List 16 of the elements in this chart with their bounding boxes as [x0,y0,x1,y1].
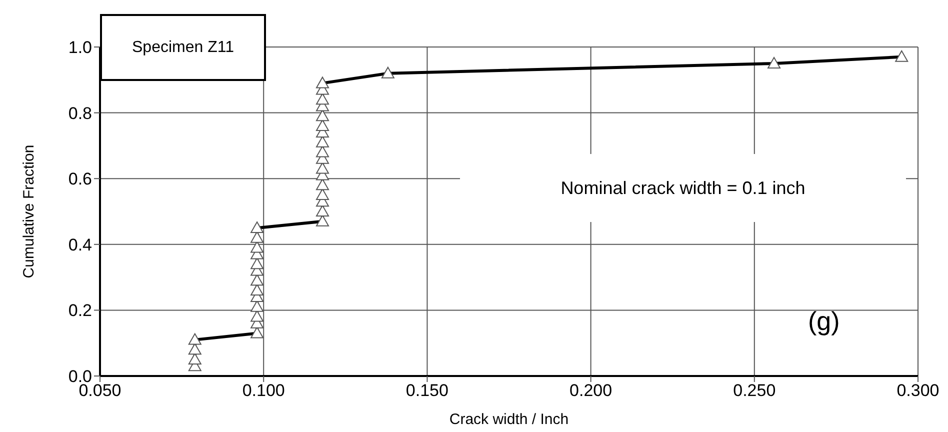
annotation: (g) [808,306,840,337]
text-box: Specimen Z11 [100,14,266,81]
y-tick-label: 0.2 [68,301,92,320]
x-tick-label: 0.200 [570,381,612,400]
y-tick-label: 0.8 [68,104,92,123]
y-tick-label: 0.6 [68,170,92,189]
y-tick-label: 1.0 [68,38,92,58]
x-tick-label: 0.300 [896,381,940,400]
x-axis-title: Crack width / Inch [449,411,569,428]
text-panel: Nominal crack width = 0.1 inch [460,154,906,222]
x-tick-label: 0.100 [242,381,285,400]
x-tick-label: 0.150 [406,381,448,400]
y-axis-title: Cumulative Fraction [20,144,38,278]
x-tick-label: 0.250 [733,381,776,400]
x-tick-label: 0.050 [78,381,122,400]
y-tick-label: 0.4 [68,235,92,254]
